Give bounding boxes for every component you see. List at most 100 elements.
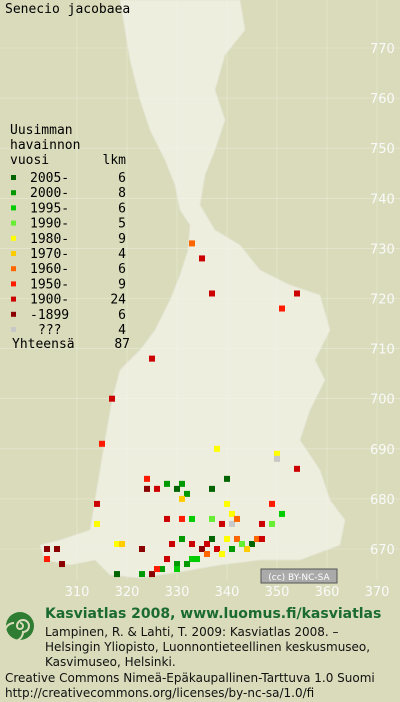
occurrence-square bbox=[59, 561, 65, 568]
occurrence-square bbox=[194, 556, 200, 563]
occurrence-square bbox=[229, 546, 235, 552]
occurrence-square bbox=[274, 455, 280, 462]
occurrence-square bbox=[164, 556, 170, 563]
legend-label: ??? bbox=[38, 323, 61, 338]
legend-header: vuosi bbox=[10, 153, 49, 168]
occurrence-square bbox=[99, 440, 105, 447]
y-tick-label: 750 bbox=[370, 142, 395, 157]
occurrence-square bbox=[274, 450, 280, 457]
map-title: Senecio jacobaea bbox=[5, 2, 130, 17]
legend-swatch bbox=[11, 205, 16, 211]
legend-label: 1995- bbox=[30, 201, 69, 216]
y-tick-label: 730 bbox=[370, 242, 395, 257]
occurrence-square bbox=[179, 495, 185, 502]
occurrence-square bbox=[174, 566, 180, 573]
legend-swatch bbox=[11, 190, 16, 196]
legend-swatch bbox=[11, 175, 16, 180]
occurrence-square bbox=[234, 535, 240, 542]
occurrence-square bbox=[169, 540, 175, 547]
legend-label: 2000- bbox=[30, 186, 69, 201]
occurrence-square bbox=[279, 510, 285, 517]
occurrence-square bbox=[189, 540, 195, 547]
legend-label: 2005- bbox=[30, 171, 69, 186]
legend-count-header: lkm bbox=[103, 153, 127, 168]
occurrence-square bbox=[214, 546, 220, 552]
occurrence-square bbox=[94, 500, 100, 507]
occurrence-square bbox=[189, 556, 195, 563]
legend-label: 1980- bbox=[30, 232, 69, 247]
logo bbox=[4, 612, 34, 642]
y-tick-label: 760 bbox=[370, 92, 395, 107]
occurrence-square bbox=[159, 566, 165, 573]
occurrence-square bbox=[199, 546, 205, 552]
legend-count: 6 bbox=[118, 171, 126, 186]
occurrence-square bbox=[114, 540, 120, 547]
occurrence-square bbox=[259, 520, 265, 527]
legend-count: 9 bbox=[118, 277, 126, 292]
legend-count: 24 bbox=[110, 293, 126, 308]
legend-swatch bbox=[11, 311, 16, 317]
occurrence-square bbox=[234, 515, 240, 522]
occurrence-square bbox=[224, 500, 230, 507]
occurrence-square bbox=[44, 546, 50, 552]
occurrence-square bbox=[139, 546, 145, 552]
y-tick-label: 770 bbox=[370, 42, 395, 57]
occurrence-square bbox=[54, 546, 60, 552]
occurrence-square bbox=[144, 485, 150, 492]
badge-text: (cc) BY-NC-SA bbox=[268, 573, 330, 583]
legend-swatch bbox=[11, 327, 16, 332]
occurrence-square bbox=[189, 240, 195, 247]
occurrence-square bbox=[209, 290, 215, 297]
occurrence-square bbox=[109, 395, 115, 402]
occurrence-square bbox=[179, 480, 185, 487]
legend-label: 1970- bbox=[30, 247, 69, 262]
citation-line: Lampinen, R. & Lahti, T. 2009: Kasviatla… bbox=[45, 625, 339, 639]
occurrence-square bbox=[44, 556, 50, 563]
legend-header: Uusimman bbox=[10, 123, 73, 138]
legend-swatch bbox=[11, 266, 16, 272]
x-tick-label: 330 bbox=[165, 585, 190, 600]
legend-count: 4 bbox=[118, 323, 126, 338]
x-tick-label: 350 bbox=[265, 585, 290, 600]
occurrence-square bbox=[269, 520, 275, 527]
occurrence-square bbox=[94, 520, 100, 527]
occurrence-square bbox=[294, 290, 300, 297]
occurrence-square bbox=[189, 515, 195, 522]
legend-total: 87 bbox=[114, 337, 130, 352]
legend-total-label: Yhteensä bbox=[12, 337, 75, 352]
legend-label: 1960- bbox=[30, 262, 69, 277]
occurrence-square bbox=[229, 520, 235, 527]
occurrence-square bbox=[209, 485, 215, 492]
occurrence-square bbox=[249, 540, 255, 547]
occurrence-square bbox=[149, 355, 155, 362]
legend-count: 8 bbox=[118, 186, 126, 201]
occurrence-square bbox=[164, 480, 170, 487]
legend-label: 1900- bbox=[30, 293, 69, 308]
occurrence-square bbox=[244, 546, 250, 552]
legend-count: 9 bbox=[118, 232, 126, 247]
legend-header: havainnon bbox=[10, 138, 80, 153]
citation-line: Kasvimuseo, Helsinki. bbox=[45, 655, 176, 669]
x-tick-label: 320 bbox=[115, 585, 140, 600]
occurrence-square bbox=[204, 551, 210, 558]
legend-swatch bbox=[11, 281, 16, 287]
legend-count: 6 bbox=[118, 201, 126, 216]
occurrence-square bbox=[219, 520, 225, 527]
legend-swatch bbox=[11, 251, 16, 256]
citation-line: Helsingin Yliopisto, Luonnontieteellinen… bbox=[45, 640, 370, 654]
y-tick-label: 700 bbox=[370, 393, 395, 408]
footer: Lampinen, R. & Lahti, T. 2009: Kasviatla… bbox=[5, 625, 375, 700]
occurrence-square bbox=[154, 566, 160, 573]
occurrence-square bbox=[144, 475, 150, 482]
occurrence-square bbox=[164, 515, 170, 522]
legend-count: 4 bbox=[118, 247, 126, 262]
y-tick-label: 710 bbox=[370, 343, 395, 358]
occurrence-square bbox=[114, 571, 120, 578]
occurrence-squares bbox=[44, 240, 300, 578]
occurrence-square bbox=[119, 540, 125, 547]
legend-swatch bbox=[11, 220, 16, 226]
x-tick-label: 370 bbox=[365, 585, 390, 600]
occurrence-square bbox=[254, 535, 260, 542]
grid bbox=[0, 0, 400, 580]
occurrence-square bbox=[149, 571, 155, 578]
